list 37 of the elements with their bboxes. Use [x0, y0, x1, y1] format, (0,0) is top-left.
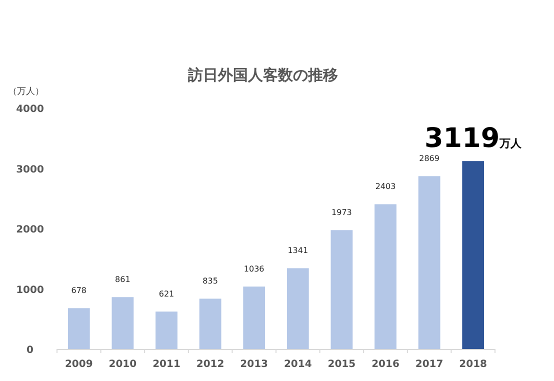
x-tick-label: 2017 [415, 359, 444, 370]
y-tick-label: 1000 [16, 284, 44, 296]
y-tick-label: 4000 [16, 104, 44, 115]
data-label: 2403 [375, 182, 396, 192]
bar [112, 297, 134, 349]
bar [68, 308, 90, 349]
y-tick-label: 3000 [16, 164, 44, 176]
bar [330, 230, 353, 349]
y-axis-title: （万人） [8, 86, 44, 97]
bar [156, 312, 178, 349]
x-tick-label: 2009 [64, 359, 93, 370]
x-tick-label: 2016 [372, 359, 400, 370]
x-tick-label: 2015 [328, 359, 356, 370]
data-label: 1341 [288, 246, 308, 256]
x-tick-label: 2018 [459, 359, 488, 370]
data-label: 2869 [419, 154, 440, 164]
bar [462, 161, 484, 349]
data-label: 1036 [244, 264, 264, 274]
data-label: 1973 [332, 208, 352, 218]
y-tick-label: 2000 [16, 224, 44, 236]
bar [286, 268, 309, 349]
data-label: 3119万人 [424, 123, 523, 154]
bar [374, 204, 396, 349]
data-label: 835 [202, 276, 218, 286]
data-label: 678 [71, 286, 87, 296]
bar [243, 286, 266, 349]
x-tick-label: 2011 [152, 359, 180, 370]
data-label: 861 [115, 275, 130, 284]
chart-title: 訪日外国人客数の推移 [187, 66, 338, 84]
x-tick-label: 2012 [196, 359, 224, 370]
data-label: 621 [158, 290, 174, 299]
x-tick-label: 2010 [108, 359, 137, 370]
bar [199, 298, 222, 349]
x-tick-label: 2014 [284, 359, 312, 370]
x-tick-label: 2013 [240, 359, 268, 370]
y-tick-label: 0 [26, 345, 34, 356]
bar [418, 176, 440, 349]
